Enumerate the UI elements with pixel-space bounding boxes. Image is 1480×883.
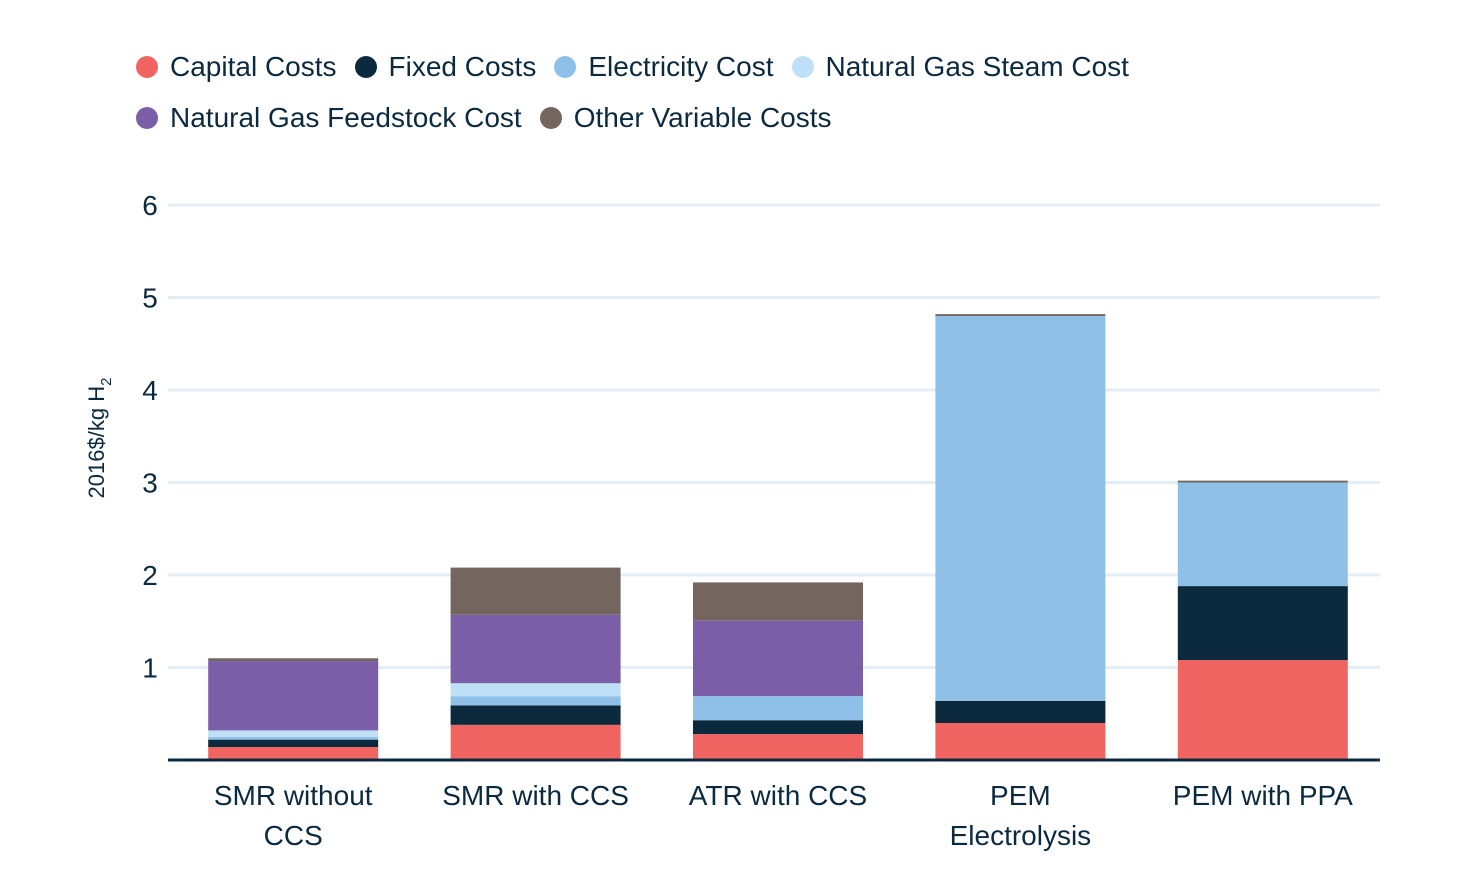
y-axis-label: 2016$/kg H2: [84, 378, 115, 499]
legend-swatch-natural-gas-steam-cost: [791, 56, 814, 78]
legend-item-other-variable-costs: Other Variable Costs: [539, 102, 832, 134]
y-tick-label-1: 1: [142, 653, 158, 684]
x-category-label-1-line-0: SMR with CCS: [442, 780, 629, 811]
x-category-label-3: PEM Electrolysis: [950, 780, 1092, 851]
x-category-label-2-line-0: ATR with CCS: [689, 780, 867, 811]
x-category-label-3-line-0: PEM: [990, 780, 1051, 811]
bar-segment-2-4: [693, 620, 863, 697]
legend-swatch-capital-costs: [136, 56, 158, 78]
legend-label-electricity-cost: Electricity Cost: [588, 51, 774, 82]
bar-segment-0-3: [208, 730, 379, 737]
legend-label-natural-gas-feedstock-cost: Natural Gas Feedstock Cost: [170, 102, 522, 133]
legend-swatch-fixed-costs: [354, 56, 377, 78]
legend-swatch-other-variable-costs: [539, 107, 562, 129]
legend-label-fixed-costs: Fixed Costs: [388, 51, 537, 82]
bar-segment-0-1: [208, 739, 379, 748]
bar-segment-0-2: [208, 736, 379, 740]
x-category-labels: SMR without CCS SMR with CCS ATR with CCS PE…: [214, 780, 1353, 851]
legend-swatch-natural-gas-feedstock-cost: [136, 107, 158, 129]
legend-item-electricity-cost: Electricity Cost: [554, 51, 774, 83]
legend-label-other-variable-costs: Other Variable Costs: [573, 102, 832, 133]
legend-item-fixed-costs: Fixed Costs: [354, 51, 537, 83]
x-category-label-0: SMR without CCS: [214, 780, 373, 851]
bar-segment-4-0: [1177, 660, 1348, 760]
bars: [208, 314, 1348, 760]
x-category-label-2: ATR with CCS: [689, 780, 867, 811]
x-category-label-3-line-1: Electrolysis: [950, 820, 1092, 851]
bar-segment-1-4: [450, 614, 621, 684]
bar-segment-1-0: [450, 724, 621, 760]
bar-segment-0-5: [208, 658, 379, 662]
bar-segment-1-3: [450, 683, 621, 697]
y-tick-label-3: 3: [142, 468, 158, 499]
y-axis-label-subscript: 2: [98, 378, 115, 386]
bar-segment-0-4: [208, 661, 379, 731]
bar-segment-3-5: [935, 314, 1106, 316]
y-tick-label-4: 4: [142, 375, 158, 406]
legend-swatch-electricity-cost: [554, 56, 577, 78]
legend-item-natural-gas-steam-cost: Natural Gas Steam Cost: [791, 51, 1129, 83]
y-tick-label-6: 6: [142, 190, 158, 221]
bar-segment-1-1: [450, 705, 621, 725]
bar-segment-2-2: [693, 696, 863, 721]
bar-segment-3-1: [935, 700, 1106, 723]
legend-label-natural-gas-steam-cost: Natural Gas Steam Cost: [825, 51, 1129, 82]
legend-item-natural-gas-feedstock-cost: Natural Gas Feedstock Cost: [136, 102, 522, 134]
bar-segment-0-0: [208, 747, 379, 760]
legend-label-capital-costs: Capital Costs: [170, 51, 337, 82]
x-category-label-0-line-0: SMR without: [214, 780, 373, 811]
bar-segment-4-2: [1177, 482, 1348, 587]
legend-item-capital-costs: Capital Costs: [136, 51, 337, 83]
bar-segment-1-5: [450, 567, 621, 615]
y-tick-label-5: 5: [142, 283, 158, 314]
legend: Capital Costs Fixed Costs Electricity Co…: [136, 48, 1236, 150]
x-category-label-4-line-0: PEM with PPA: [1173, 780, 1353, 811]
x-category-label-4: PEM with PPA: [1173, 780, 1353, 811]
x-category-label-1: SMR with CCS: [442, 780, 629, 811]
bar-segment-2-1: [693, 720, 863, 735]
y-axis-label-text: 2016$/kg H: [84, 386, 109, 499]
bar-segment-2-5: [693, 582, 863, 621]
x-category-label-0-line-1: CCS: [264, 820, 323, 851]
bar-segment-1-2: [450, 696, 621, 706]
legend-row-2: Natural Gas Feedstock Cost Other Variabl…: [136, 99, 1236, 137]
bar-segment-2-0: [693, 734, 863, 760]
bar-segment-3-0: [935, 723, 1106, 760]
bar-segment-4-1: [1177, 586, 1348, 661]
y-tick-labels: 1 2 3 4 5 6: [142, 190, 158, 684]
bar-segment-3-2: [935, 316, 1106, 701]
y-tick-label-2: 2: [142, 560, 158, 591]
bar-segment-4-5: [1177, 480, 1348, 483]
legend-row-1: Capital Costs Fixed Costs Electricity Co…: [136, 48, 1236, 86]
